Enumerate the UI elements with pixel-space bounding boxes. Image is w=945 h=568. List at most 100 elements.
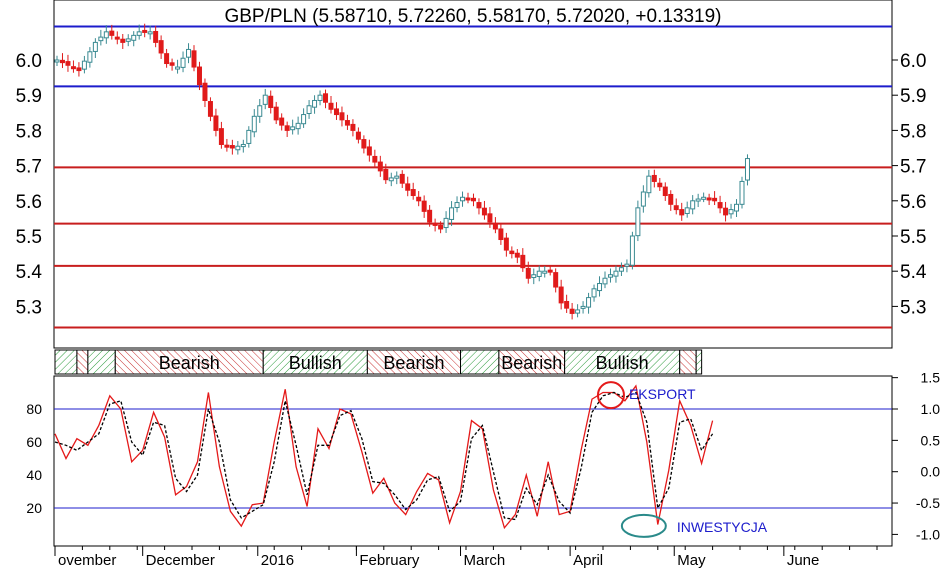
candle-body (240, 143, 246, 148)
price-tick-label-left: 5.9 (16, 86, 42, 107)
candle-body (536, 270, 542, 277)
oscillator-tick-label-right: -1.0 (916, 526, 940, 542)
candle-body (394, 175, 400, 179)
candle-body (312, 99, 318, 108)
candle-body (355, 131, 361, 140)
oscillator-tick-label-right: 1.5 (921, 370, 941, 386)
candle-body (744, 158, 750, 181)
trend-segment-9 (679, 349, 697, 375)
x-tick-label: June (787, 552, 820, 568)
oscillator-series (54, 384, 714, 530)
candle-body (191, 50, 197, 68)
candle-body (597, 283, 603, 292)
price-tick-label-right: 5.7 (900, 157, 926, 178)
candle-body (470, 197, 476, 202)
candle-body (646, 175, 652, 194)
trend-segment-1 (76, 349, 89, 375)
oscillator-tick-label-left: 40 (26, 467, 42, 483)
price-tick-label-right: 5.3 (900, 297, 926, 318)
price-tick-label-right: 5.4 (900, 262, 927, 283)
candle-body (542, 270, 548, 274)
candle-body (607, 274, 613, 278)
candle-body (668, 193, 674, 205)
candle-body (717, 202, 723, 209)
oscillator-tick-label-left: 60 (26, 434, 42, 450)
price-tick-label-left: 5.8 (16, 121, 42, 142)
candle-body (492, 222, 498, 230)
candle-body (136, 31, 142, 36)
candle-body (284, 125, 290, 131)
candle-body (92, 41, 98, 52)
oscillator-level-lines (54, 408, 892, 509)
candle-body (125, 38, 131, 42)
x-tick-label: March (464, 552, 506, 568)
candle-body (317, 94, 323, 101)
candle-body (339, 112, 345, 121)
candle-body (372, 155, 378, 163)
candle-body (514, 252, 520, 258)
price-tick-label-right: 5.5 (900, 227, 926, 248)
candle-body (147, 31, 153, 35)
price-tick-label-left: 6.0 (16, 51, 42, 72)
oscillator-tick-label-right: -0.5 (916, 495, 940, 511)
candle-body (175, 66, 181, 70)
candle-body (54, 59, 60, 63)
x-tick-label: 2016 (261, 552, 294, 568)
candle-body (377, 161, 383, 172)
candle-body (690, 200, 696, 210)
oscillator-series-1 (54, 391, 714, 521)
candle-body (734, 203, 740, 212)
candle-body (87, 51, 93, 63)
trend-segment-10 (695, 349, 703, 375)
candle-body (323, 93, 329, 103)
candle-body (498, 228, 504, 241)
candle-body (547, 269, 553, 273)
eksport-marker (596, 381, 625, 410)
oscillator-tick-label-right: 0.0 (921, 464, 941, 480)
candle-body (509, 250, 515, 255)
oscillator-series-0 (54, 384, 714, 530)
trend-segment-6 (460, 349, 500, 375)
candle-body (344, 120, 350, 126)
trend-segment-label: Bearish (383, 353, 444, 373)
price-tick-label-right: 5.9 (900, 86, 926, 107)
x-axis: ovember December 2016 February March April May… (54, 545, 892, 568)
candle-body (558, 286, 564, 304)
price-panel-frame (53, 0, 893, 349)
candle-body (739, 180, 745, 205)
price-tick-label-left: 5.3 (16, 297, 42, 318)
candle-body (421, 200, 427, 212)
candle-body (673, 205, 679, 211)
chart-title: GBP/PLN (5.58710, 5.72260, 5.58170, 5.72… (224, 6, 721, 27)
candle-body (268, 95, 274, 109)
candle-body (481, 207, 487, 216)
candle-body (684, 207, 690, 214)
candle-body (564, 300, 570, 309)
trend-segment-2 (87, 349, 116, 375)
price-tick-label-left: 5.7 (16, 157, 42, 178)
candle-body (59, 59, 65, 64)
candle-body (569, 308, 575, 314)
price-tick-label-left: 5.5 (16, 227, 42, 248)
trend-panel: Bearish Bullish Bearish Bearish Bullish (54, 349, 703, 375)
candle-body (465, 197, 471, 201)
candle-body (503, 237, 509, 251)
trend-segment-5 (366, 349, 462, 375)
candle-body (306, 105, 312, 115)
candle-body (246, 129, 252, 144)
candle-body (388, 177, 394, 182)
x-tick-label: December (146, 552, 215, 568)
oscillator-panel: 20 40 60 80 -1.0 -0.5 0.0 0.5 1.0 1.5 EKSPORT INWE… (26, 370, 941, 547)
price-tick-label-right: 5.6 (900, 192, 926, 213)
price-tick-label-right: 5.8 (900, 121, 926, 142)
candle-body (695, 198, 701, 202)
candle-body (399, 173, 405, 184)
trend-segment-0 (54, 349, 78, 375)
candle-body (629, 235, 635, 266)
candle-body (98, 36, 104, 42)
candle-body (602, 277, 608, 285)
candle-body (613, 270, 619, 277)
candle-body (361, 139, 367, 149)
candle-body (416, 196, 422, 202)
trend-segment-label: Bearish (501, 353, 562, 373)
